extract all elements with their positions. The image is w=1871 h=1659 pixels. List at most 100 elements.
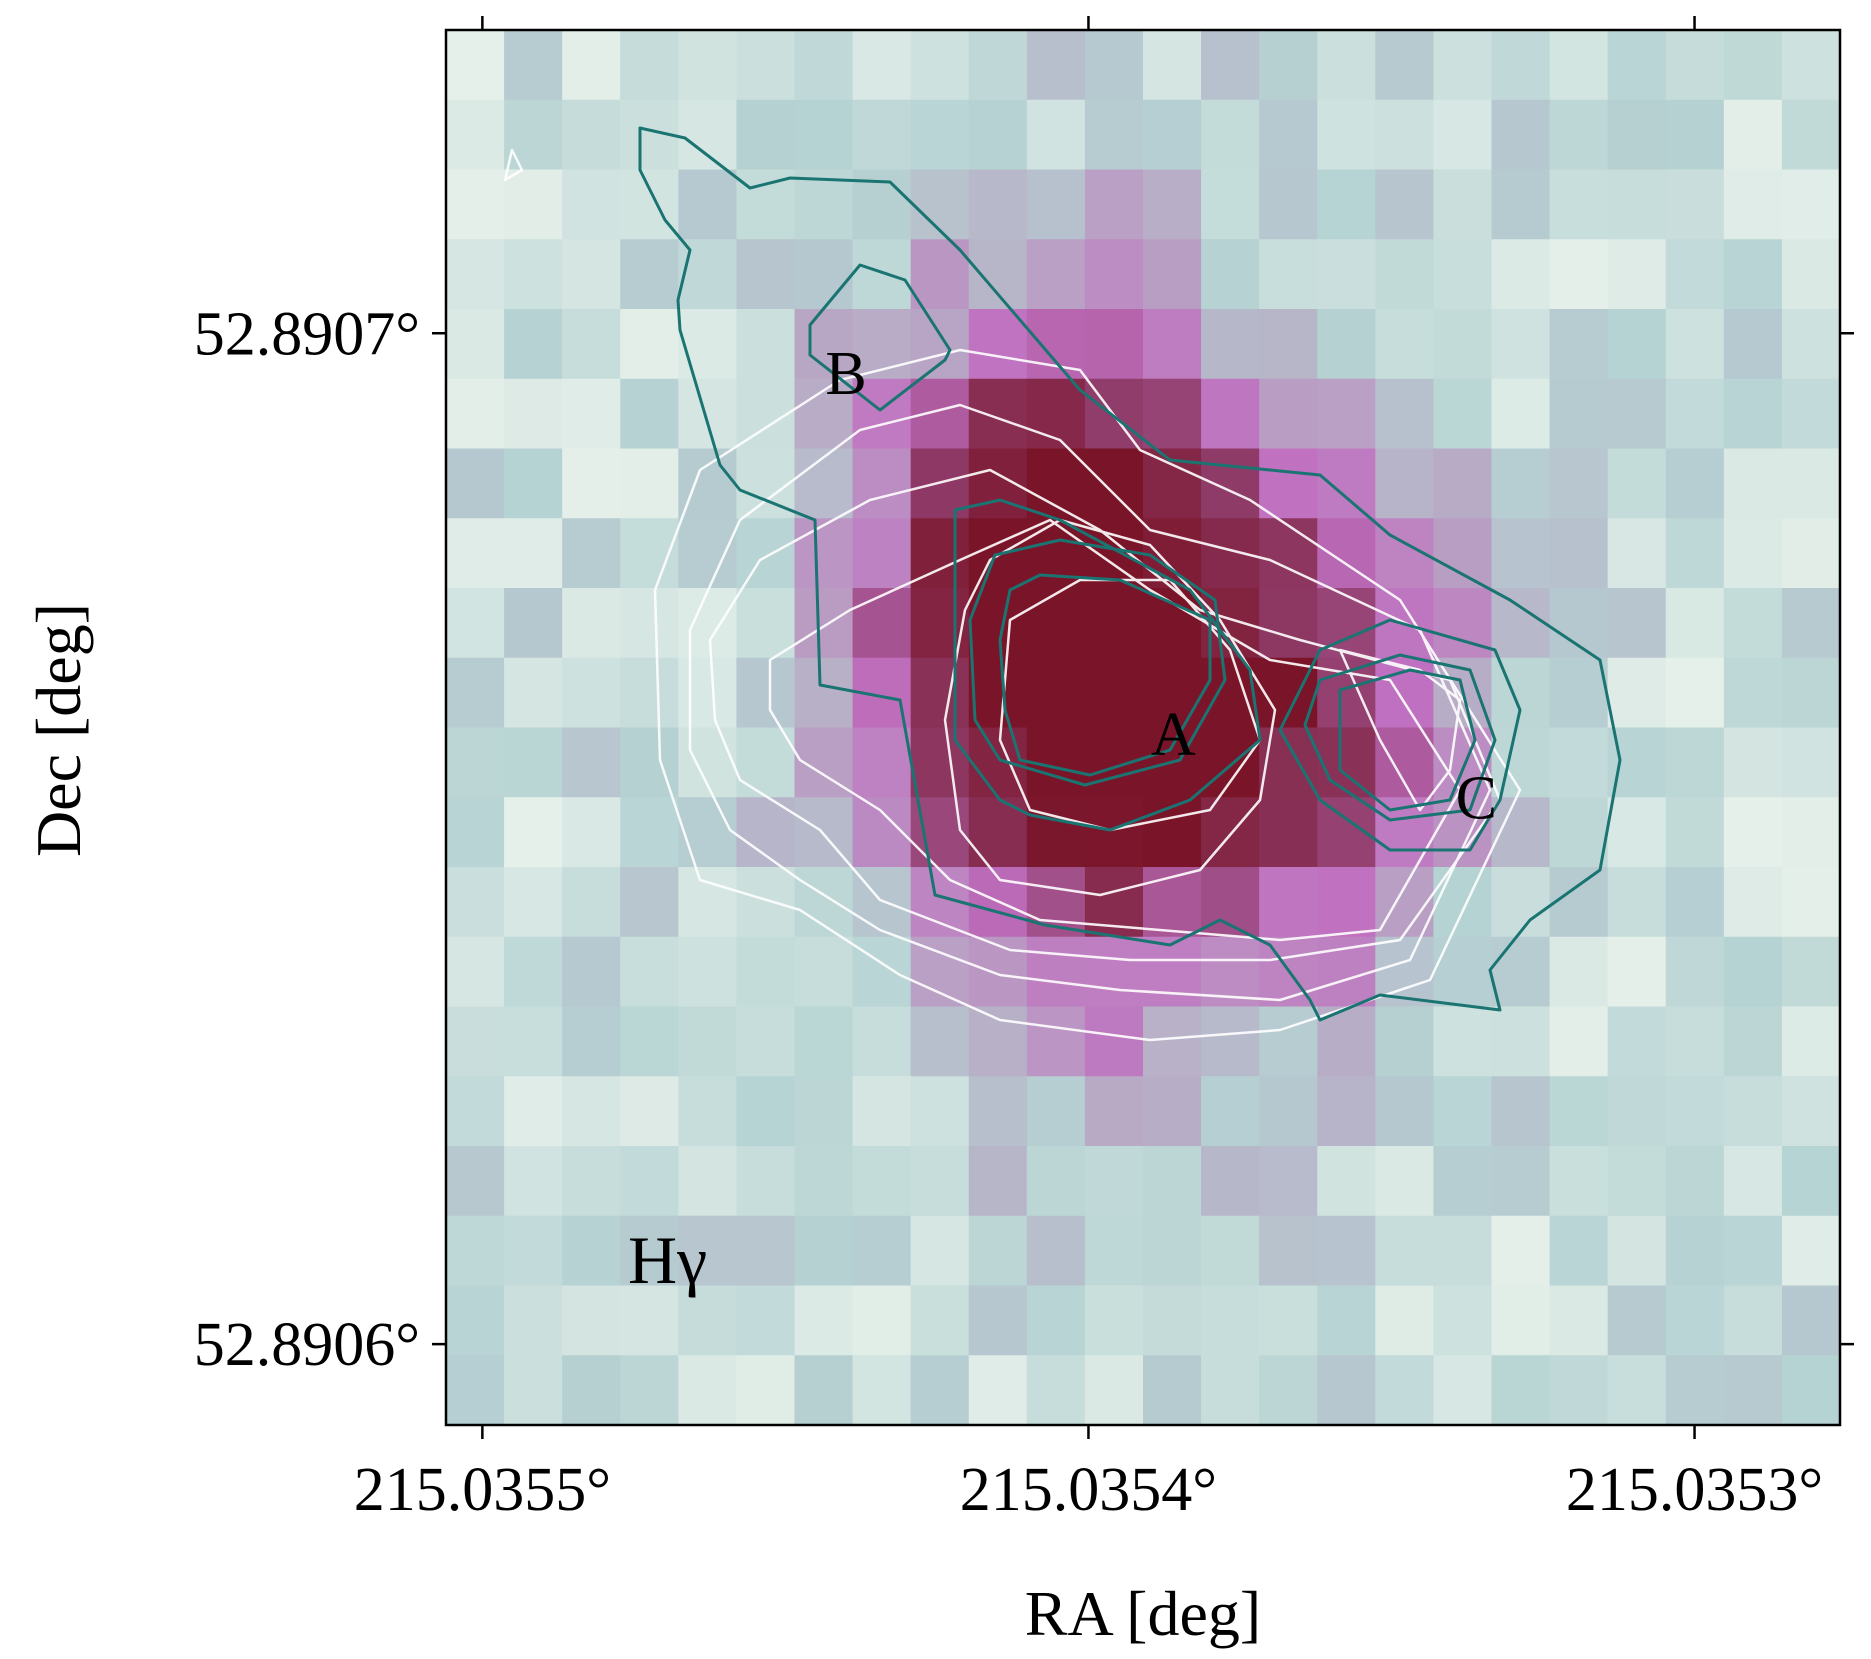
heatmap-cell (852, 727, 912, 798)
heatmap-cell (1781, 378, 1840, 450)
heatmap-cell (1723, 1355, 1783, 1425)
heatmap-cell (968, 1076, 1028, 1147)
heatmap-cell (1143, 588, 1202, 659)
heatmap-cell (736, 309, 796, 380)
heatmap-cell (1491, 378, 1551, 450)
heatmap-cell (1491, 1215, 1551, 1287)
heatmap-cell (910, 657, 970, 729)
heatmap-cell (1549, 239, 1609, 310)
y-tick-label: 52.8907° (194, 300, 420, 368)
heatmap-cell (446, 1285, 505, 1356)
heatmap-cell (620, 309, 679, 380)
heatmap-cell (1084, 657, 1144, 729)
plot-frame (444, 28, 1842, 1427)
annotation-label-a: A (1151, 701, 1196, 769)
heatmap-cell (1259, 448, 1318, 519)
heatmap-cell (1723, 378, 1783, 450)
heatmap-cell (678, 169, 738, 240)
teal-contour-outer (638, 126, 1622, 1022)
heatmap-cell (1549, 936, 1609, 1008)
heatmap-cell (678, 657, 738, 729)
heatmap-cell (794, 657, 854, 729)
heatmap-cell (1491, 99, 1551, 171)
heatmap-cell (562, 30, 621, 101)
heatmap-cell (1491, 1355, 1551, 1425)
x-axis-ticks: 215.0355° 215.0354° 215.0353° (354, 16, 1823, 1524)
heatmap-cell (562, 1076, 621, 1147)
heatmap-cell (1201, 518, 1260, 589)
heatmap-cell (1665, 1215, 1725, 1287)
heatmap-cell (968, 1355, 1028, 1425)
heatmap-cell (794, 1355, 854, 1425)
x-tick-label: 215.0355° (354, 1456, 611, 1524)
heatmap-cell (1375, 1076, 1435, 1147)
heatmap-cell (1375, 1006, 1435, 1077)
x-axis-label: RA [deg] (1025, 1578, 1261, 1649)
heatmap-cell (1549, 30, 1609, 101)
heatmap-cell (678, 309, 738, 380)
heatmap-cell (1201, 239, 1260, 310)
heatmap-cell (1665, 657, 1725, 729)
heatmap-cell (1201, 1215, 1260, 1287)
heatmap-cell (620, 1215, 679, 1287)
heatmap-cell (1375, 1215, 1435, 1287)
heatmap-cell (1665, 309, 1725, 380)
heatmap-cell (1781, 1215, 1840, 1287)
heatmap-cell (1781, 1076, 1840, 1147)
heatmap-cell (678, 1076, 738, 1147)
teal-contours (638, 126, 1622, 1022)
heatmap-cell (1491, 657, 1551, 729)
heatmap-cell (1723, 657, 1783, 729)
heatmap-cell (1375, 1285, 1435, 1356)
heatmap-cell (1607, 99, 1667, 171)
heatmap-cell (1084, 1215, 1144, 1287)
heatmap-cell (1375, 239, 1435, 310)
heatmap-cell (1143, 1285, 1202, 1356)
heatmap-cell (1665, 797, 1725, 868)
heatmap-cell (1259, 1006, 1318, 1077)
heatmap-cell (562, 727, 621, 798)
heatmap-cell (1026, 657, 1086, 729)
heatmap-cell (504, 727, 563, 798)
heatmap-cell (1433, 936, 1493, 1008)
heatmap-cell (1607, 1215, 1667, 1287)
heatmap-cell (1317, 169, 1376, 240)
heatmap-cell (1491, 1146, 1551, 1217)
heatmap-cell (1317, 1215, 1376, 1287)
heatmap-cell (620, 378, 679, 450)
heatmap-cell (504, 1355, 563, 1425)
heatmap-cell (1549, 378, 1609, 450)
heatmap-cell (1607, 30, 1667, 101)
heatmap-cell (504, 936, 563, 1008)
heatmap-cell (910, 1076, 970, 1147)
heatmap-cell (620, 448, 679, 519)
heatmap-cell (562, 309, 621, 380)
heatmap-cell (1665, 867, 1725, 938)
heatmap-cell (1491, 30, 1551, 101)
heatmap-cell (1433, 1215, 1493, 1287)
heatmap-cell (1143, 657, 1202, 729)
y-axis-ticks: 52.8907° 52.8906° (194, 300, 1854, 1379)
heatmap-cell (446, 1146, 505, 1217)
heatmap-cell (1549, 169, 1609, 240)
heatmap-cell (1317, 239, 1376, 310)
heatmap-cell (1084, 239, 1144, 310)
heatmap-cell (562, 239, 621, 310)
teal-contour-a-2 (968, 538, 1227, 787)
heatmap-cell (1549, 309, 1609, 380)
heatmap-cell (1259, 727, 1318, 798)
heatmap-cell (1375, 448, 1435, 519)
heatmap-cell (1143, 1215, 1202, 1287)
heatmap-cell (910, 1146, 970, 1217)
heatmap-cell (1084, 1006, 1144, 1077)
heatmap-cell (1549, 867, 1609, 938)
heatmap-cell (1723, 1146, 1783, 1217)
heatmap-cell (504, 30, 563, 101)
heatmap-cell (620, 1285, 679, 1356)
heatmap-cell (794, 1006, 854, 1077)
heatmap-cell (1665, 378, 1725, 450)
heatmap-cell (1665, 1076, 1725, 1147)
heatmap-cell (968, 378, 1028, 450)
heatmap-cell (1781, 727, 1840, 798)
heatmap-cell (852, 1355, 912, 1425)
